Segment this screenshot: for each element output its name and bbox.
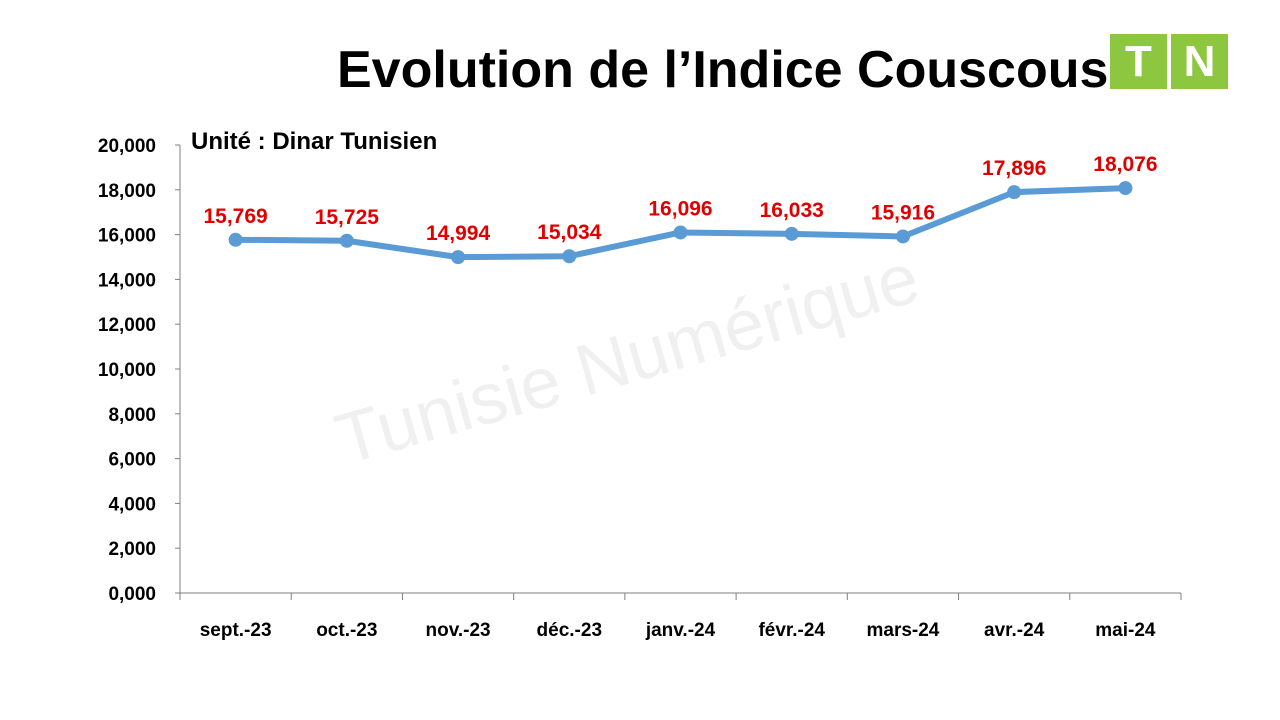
x-tick-label: févr.-24 — [758, 620, 825, 641]
chart-subtitle: Unité : Dinar Tunisien — [191, 128, 437, 155]
data-point — [1118, 181, 1133, 196]
data-label: 15,769 — [203, 205, 267, 228]
series-layer — [228, 181, 1133, 265]
y-tick-label: 18,000 — [98, 181, 156, 202]
data-point — [451, 250, 466, 265]
y-tick-label: 20,000 — [98, 136, 156, 157]
x-tick-label: oct.-23 — [316, 620, 377, 641]
data-point — [784, 226, 799, 241]
logo-letter-t: T — [1110, 34, 1167, 89]
data-point — [339, 233, 354, 248]
chart-title: Evolution de l’Indice Couscous — [337, 41, 1109, 99]
data-point — [895, 229, 910, 244]
x-tick-label: déc.-23 — [537, 620, 602, 641]
x-tick-label: mars-24 — [866, 620, 939, 641]
data-labels: 15,769 15,725 14,994 15,034 16,096 16,033 15,9… — [203, 153, 1157, 245]
y-tick-label: 14,000 — [98, 270, 156, 291]
data-label: 16,096 — [648, 197, 712, 220]
y-tick-label: 12,000 — [98, 315, 156, 336]
x-tick-label: mai-24 — [1095, 620, 1156, 641]
watermark: Tunisie Numérique — [327, 238, 927, 481]
y-tick-label: 0,000 — [108, 584, 156, 605]
y-tick-label: 16,000 — [98, 226, 156, 247]
data-label: 16,033 — [760, 199, 824, 222]
y-axis-ticks: 0,000 2,000 4,000 6,000 8,000 10,000 12,000 14,… — [98, 136, 180, 605]
y-tick-label: 8,000 — [108, 405, 156, 426]
data-point — [228, 232, 243, 247]
data-point — [562, 249, 577, 264]
data-label: 17,896 — [982, 157, 1046, 180]
data-label: 18,076 — [1093, 153, 1157, 176]
data-label: 15,034 — [537, 221, 602, 244]
x-tick-label: sept.-23 — [200, 620, 272, 641]
y-tick-label: 2,000 — [108, 539, 156, 560]
x-axis-ticks: sept.-23 oct.-23 nov.-23 déc.-23 janv.-24 fév… — [179, 593, 1182, 641]
x-tick-label: nov.-23 — [426, 620, 491, 641]
y-tick-label: 6,000 — [108, 450, 156, 471]
logo-letter-n: N — [1171, 34, 1228, 89]
y-tick-label: 10,000 — [98, 360, 156, 381]
data-label: 14,994 — [426, 222, 491, 245]
y-tick-label: 4,000 — [108, 494, 156, 515]
data-point — [1007, 185, 1022, 200]
x-tick-label: avr.-24 — [984, 620, 1045, 641]
tn-logo: T N — [1110, 34, 1228, 89]
data-point — [673, 225, 688, 240]
data-label: 15,916 — [871, 201, 935, 224]
x-tick-label: janv.-24 — [645, 620, 716, 641]
data-label: 15,725 — [315, 206, 380, 229]
